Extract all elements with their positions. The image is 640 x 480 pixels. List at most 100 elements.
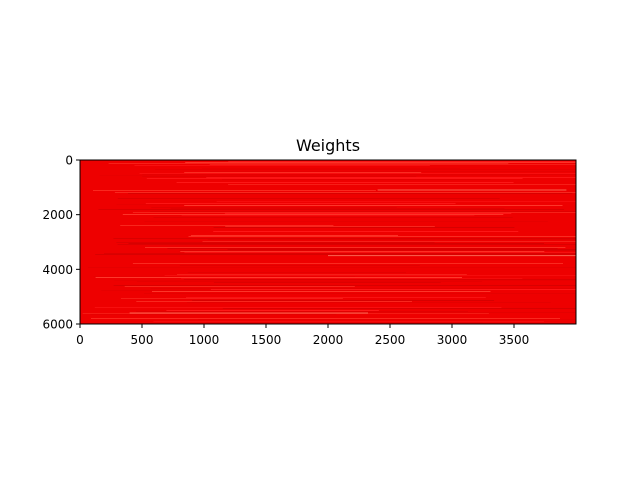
heatmap-row-stripe: [228, 184, 576, 185]
heatmap-row-stripe: [124, 286, 355, 287]
heatmap-row-stripe: [213, 231, 519, 232]
heatmap-row-stripe: [166, 310, 379, 311]
heatmap-row-stripe: [213, 282, 441, 283]
heatmap-row-stripe: [113, 285, 576, 286]
heatmap-row-stripe: [116, 242, 435, 243]
heatmap-row-stripe: [93, 276, 356, 277]
heatmap-row-stripe: [120, 225, 334, 226]
heatmap-row-stripe: [150, 211, 576, 212]
heatmap-row-stripe: [101, 290, 489, 291]
heatmap-row-stripe: [93, 190, 376, 191]
heatmap-highlight-row: [377, 189, 567, 191]
heatmap-row-stripe: [181, 278, 523, 279]
heatmap-row-stripe: [209, 164, 576, 165]
heatmap-row-stripe: [177, 274, 467, 275]
heatmap-row-stripe: [145, 203, 456, 204]
heatmap-row-stripe: [146, 178, 523, 179]
heatmap-row-stripe: [139, 173, 576, 174]
heatmap-row-stripe: [184, 172, 422, 173]
heatmap-row-stripe: [150, 288, 574, 289]
heatmap-row-stripe: [117, 198, 500, 199]
heatmap-row-stripe: [202, 241, 576, 242]
x-tick-label: 2000: [313, 333, 344, 347]
heatmap-row-stripe: [155, 169, 576, 170]
heatmap-row-stripe: [136, 301, 413, 302]
heatmap-row-stripe: [120, 298, 343, 299]
x-tick-label: 0: [76, 333, 84, 347]
heatmap-row-stripe: [210, 171, 576, 172]
y-tick-label: 6000: [42, 318, 73, 332]
heatmap-row-stripe: [153, 217, 513, 218]
heatmap-row-stripe: [184, 205, 563, 206]
heatmap-row-stripe: [99, 175, 530, 176]
heatmap-row-stripe: [225, 226, 435, 227]
heatmap-row-stripe: [207, 239, 576, 240]
x-tick-label: 500: [131, 333, 154, 347]
heatmap-row-stripe: [228, 161, 576, 162]
heatmap-row-stripe: [136, 281, 483, 282]
heatmap-row-stripe: [114, 192, 576, 193]
heatmap-highlight-row: [328, 255, 576, 257]
heatmap-row-stripe: [145, 247, 566, 248]
heatmap-row-stripe: [190, 235, 398, 236]
heatmap-row-stripe: [151, 207, 397, 208]
heatmap-row-stripe: [95, 277, 462, 278]
y-tick-label: 4000: [42, 263, 73, 277]
heatmap-row-stripe: [152, 291, 491, 292]
x-tick-label: 1000: [189, 333, 220, 347]
heatmap-row-stripe: [132, 212, 576, 213]
heatmap-row-stripe: [213, 227, 515, 228]
heatmap-row-stripe: [91, 318, 560, 319]
heatmap-row-stripe: [95, 254, 576, 255]
heatmap-row-stripe: [132, 263, 563, 264]
heatmap-row-stripe: [165, 312, 576, 313]
y-tick-label: 0: [65, 154, 73, 168]
heatmap-row-stripe: [116, 204, 430, 205]
heatmap-row-stripe: [185, 162, 576, 163]
heatmap-row-stripe: [227, 249, 576, 250]
heatmap-highlight-row: [129, 312, 368, 314]
heatmap-row-stripe: [98, 209, 565, 210]
heatmap-row-stripe: [210, 289, 576, 290]
heatmap-row-stripe: [128, 243, 544, 244]
heatmap-row-stripe: [142, 174, 576, 175]
heatmap-row-stripe: [128, 193, 573, 194]
heatmap-row-stripe: [164, 275, 576, 276]
heatmap-row-stripe: [144, 221, 548, 222]
heatmap-row-stripe: [90, 314, 337, 315]
heatmap-row-stripe: [113, 238, 576, 239]
x-tick-label: 1500: [251, 333, 282, 347]
heatmap-row-stripe: [205, 322, 483, 323]
heatmap-row-stripe: [170, 208, 505, 209]
heatmap-row-stripe: [181, 215, 475, 216]
heatmap-row-stripe: [108, 163, 509, 164]
x-tick-label: 3500: [499, 333, 530, 347]
heatmap-row-stripe: [176, 182, 514, 183]
heatmap-row-stripe: [186, 297, 486, 298]
heatmap-row-stripe: [222, 179, 491, 180]
heatmap-row-stripe: [94, 307, 502, 308]
heatmap-row-stripe: [188, 236, 576, 237]
heatmap-row-stripe: [206, 177, 576, 178]
chart-title: Weights: [296, 136, 360, 155]
heatmap-row-stripe: [122, 214, 504, 215]
x-axis: 0 500 1000 1500 2000 2500 3000 3500: [76, 324, 529, 347]
heatmap-row-stripe: [142, 176, 417, 177]
heatmap-row-stripe: [104, 253, 576, 254]
heatmap-row-stripe: [144, 293, 576, 294]
x-tick-label: 2500: [375, 333, 406, 347]
heatmap-row-stripe: [88, 267, 576, 268]
y-tick-label: 2000: [42, 208, 73, 222]
heatmap-row-stripe: [134, 165, 430, 166]
heatmap-row-stripe: [224, 213, 512, 214]
heatmap-row-stripe: [222, 308, 576, 309]
heatmap-row-stripe: [198, 319, 576, 320]
heatmap-row-stripe: [167, 248, 558, 249]
x-tick-label: 3000: [437, 333, 468, 347]
heatmap-row-stripe: [192, 300, 495, 301]
heatmap-row-stripe: [186, 302, 551, 303]
heatmap-row-stripe: [202, 168, 461, 169]
heatmap-row-stripe: [136, 311, 468, 312]
heatmap-row-stripe: [187, 272, 406, 273]
